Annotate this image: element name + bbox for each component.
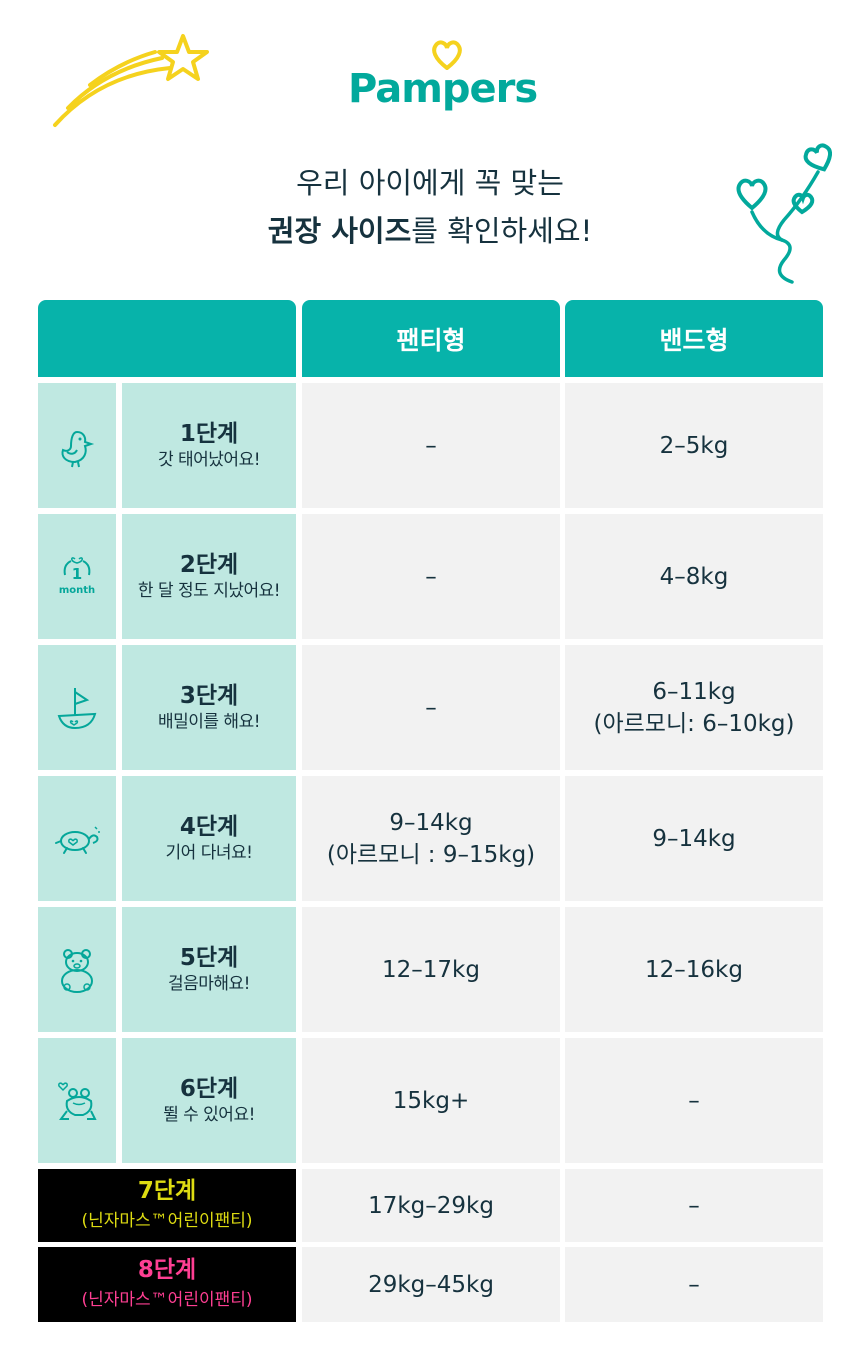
stage-subtitle: 배밀이를 해요! bbox=[157, 711, 261, 732]
logo-text: Pampers bbox=[348, 66, 538, 112]
pants-size: – bbox=[302, 383, 560, 508]
table-row-stage3: 3단계 배밀이를 해요! – 6–11kg (아르모니: 6–10kg) bbox=[38, 645, 823, 770]
pants-size: 17kg–29kg bbox=[302, 1169, 560, 1242]
pants-size: 29kg–45kg bbox=[302, 1247, 560, 1322]
pants-value: 12–17kg bbox=[382, 956, 480, 983]
stage-subtitle: 갓 태어났어요! bbox=[157, 449, 261, 470]
pants-value: – bbox=[425, 563, 437, 590]
frog-icon bbox=[58, 1081, 97, 1120]
logo-heart-icon bbox=[432, 40, 462, 70]
sailboat-icon bbox=[57, 687, 97, 729]
stage-title: 3단계 bbox=[179, 682, 239, 709]
band-size: – bbox=[565, 1247, 823, 1322]
band-size: – bbox=[565, 1038, 823, 1163]
table-row-stage5: 5단계 걸음마해요! 12–17kg 12–16kg bbox=[38, 907, 823, 1032]
pants-value: 15kg+ bbox=[392, 1087, 470, 1114]
stage-subtitle: 뛸 수 있어요! bbox=[163, 1104, 255, 1125]
pants-size: 9–14kg (아르모니 : 9–15kg) bbox=[302, 776, 560, 901]
band-size: 4–8kg bbox=[565, 514, 823, 639]
header-stage bbox=[38, 300, 296, 377]
stage-label: 2단계 한 달 정도 지났어요! bbox=[122, 514, 296, 639]
stage-label: 3단계 배밀이를 해요! bbox=[122, 645, 296, 770]
stage-label: 5단계 걸음마해요! bbox=[122, 907, 296, 1032]
stage-subtitle: 기어 다녀요! bbox=[165, 842, 253, 863]
stage-icon-cell bbox=[38, 776, 116, 901]
band-size: 2–5kg bbox=[565, 383, 823, 508]
stage-subtitle: 걸음마해요! bbox=[167, 973, 251, 994]
headline-emphasis: 권장 사이즈 bbox=[267, 214, 412, 248]
band-note: (아르모니: 6–10kg) bbox=[593, 710, 795, 737]
hearts-swirl-icon bbox=[736, 143, 832, 284]
band-size: – bbox=[565, 1169, 823, 1242]
one-month-number: 1 bbox=[72, 565, 82, 583]
band-size: 12–16kg bbox=[565, 907, 823, 1032]
stage-subtitle: (닌자마스™어린이팬티) bbox=[81, 1210, 253, 1231]
table-row-stage8: 8단계 (닌자마스™어린이팬티) 29kg–45kg – bbox=[38, 1247, 823, 1322]
one-month-word: month bbox=[59, 585, 95, 596]
pants-size: 15kg+ bbox=[302, 1038, 560, 1163]
table-row-stage7: 7단계 (닌자마스™어린이팬티) 17kg–29kg – bbox=[38, 1169, 823, 1242]
pants-note: (아르모니 : 9–15kg) bbox=[326, 841, 536, 868]
stage-icon-cell bbox=[38, 907, 116, 1032]
table-row-stage4: 4단계 기어 다녀요! 9–14kg (아르모니 : 9–15kg) 9–14k… bbox=[38, 776, 823, 901]
band-value: 9–14kg bbox=[652, 825, 736, 852]
stage-title: 2단계 bbox=[179, 551, 239, 578]
band-value: 4–8kg bbox=[659, 563, 729, 590]
turtle-icon bbox=[55, 825, 100, 854]
stage-label: 1단계 갓 태어났어요! bbox=[122, 383, 296, 508]
header-pants: 팬티형 bbox=[302, 300, 560, 377]
table-row-stage2: 1 month 2단계 한 달 정도 지났어요! – 4–8kg bbox=[38, 514, 823, 639]
pants-value: – bbox=[425, 694, 437, 721]
teddy-bear-icon bbox=[61, 948, 93, 993]
band-value: 12–16kg bbox=[645, 956, 743, 983]
headline-rest: 를 확인하세요! bbox=[411, 214, 593, 248]
pants-size: – bbox=[302, 514, 560, 639]
stage-title: 4단계 bbox=[179, 813, 239, 840]
pants-value: 17kg–29kg bbox=[368, 1192, 494, 1219]
shooting-star-icon bbox=[53, 34, 209, 127]
band-size: 9–14kg bbox=[565, 776, 823, 901]
pants-value: 9–14kg bbox=[389, 809, 473, 836]
header-band: 밴드형 bbox=[565, 300, 823, 377]
stage-title: 6단계 bbox=[179, 1075, 239, 1102]
stage-icon-cell: 1 month bbox=[38, 514, 116, 639]
band-value: 2–5kg bbox=[659, 432, 729, 459]
band-value: – bbox=[688, 1192, 700, 1219]
stage-icon-cell bbox=[38, 1038, 116, 1163]
stage-title: 1단계 bbox=[179, 420, 239, 447]
headline-line2: 권장 사이즈를 확인하세요! bbox=[0, 208, 860, 250]
pants-value: 29kg–45kg bbox=[368, 1271, 494, 1298]
table-row-stage6: 6단계 뛸 수 있어요! 15kg+ – bbox=[38, 1038, 823, 1163]
stage-label: 6단계 뛸 수 있어요! bbox=[122, 1038, 296, 1163]
stage-subtitle: (닌자마스™어린이팬티) bbox=[81, 1289, 253, 1310]
stage-label: 8단계 (닌자마스™어린이팬티) bbox=[38, 1247, 296, 1322]
stage-title: 7단계 bbox=[137, 1177, 197, 1204]
pants-size: 12–17kg bbox=[302, 907, 560, 1032]
band-value: 6–11kg bbox=[652, 678, 736, 705]
pants-size: – bbox=[302, 645, 560, 770]
stage-title: 5단계 bbox=[179, 944, 239, 971]
stage-label: 7단계 (닌자마스™어린이팬티) bbox=[38, 1169, 296, 1242]
band-value: – bbox=[688, 1087, 700, 1114]
pants-value: – bbox=[425, 432, 437, 459]
pampers-logo: Pampers bbox=[348, 40, 538, 126]
headline-line1: 우리 아이에게 꼭 맞는 bbox=[296, 166, 564, 200]
stage-title: 8단계 bbox=[137, 1256, 197, 1283]
stage-subtitle: 한 달 정도 지났어요! bbox=[137, 580, 281, 601]
stage-label: 4단계 기어 다녀요! bbox=[122, 776, 296, 901]
table-row-stage1: 1단계 갓 태어났어요! – 2–5kg bbox=[38, 383, 823, 508]
band-size: 6–11kg (아르모니: 6–10kg) bbox=[565, 645, 823, 770]
stage-icon-cell bbox=[38, 383, 116, 508]
chick-icon bbox=[61, 430, 95, 467]
stage-icon-cell bbox=[38, 645, 116, 770]
one-month-icon: 1 month bbox=[59, 556, 95, 596]
band-value: – bbox=[688, 1271, 700, 1298]
